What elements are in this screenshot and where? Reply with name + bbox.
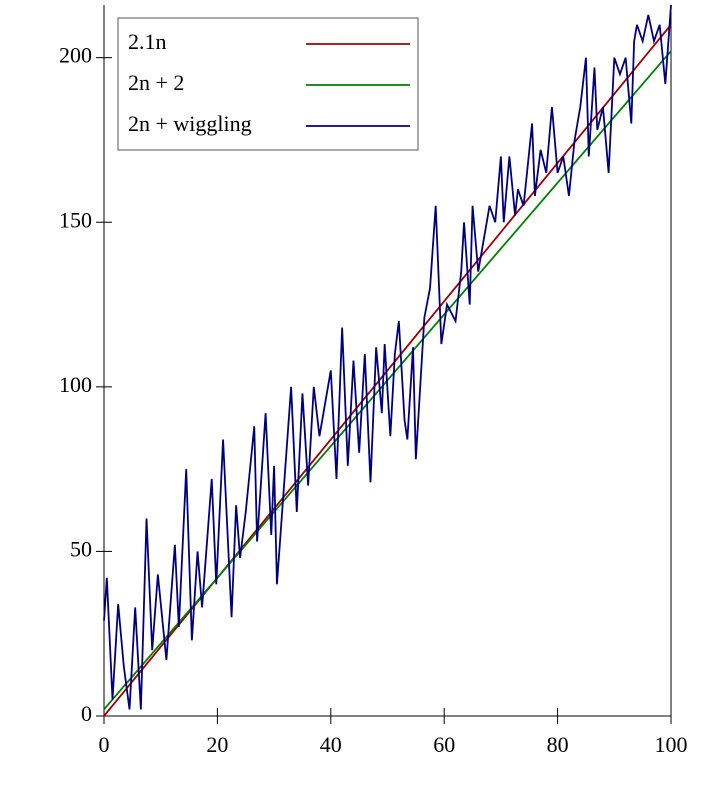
x-tick-label: 0 [99, 732, 110, 757]
y-tick-label: 200 [59, 43, 92, 68]
legend-label: 2n + wiggling [128, 111, 252, 136]
x-tick-label: 100 [655, 732, 688, 757]
x-tick-label: 40 [320, 732, 342, 757]
x-tick-label: 80 [547, 732, 569, 757]
legend-label: 2.1n [128, 29, 167, 54]
legend-box [117, 17, 419, 151]
y-tick-label: 0 [81, 701, 92, 726]
legend-label: 2n + 2 [128, 70, 184, 95]
y-tick-label: 50 [70, 536, 92, 561]
y-tick-label: 150 [59, 207, 92, 232]
line-series [103, 4, 672, 710]
y-tick-label: 100 [59, 372, 92, 397]
x-tick-label: 20 [206, 732, 228, 757]
x-tick-label: 60 [433, 732, 455, 757]
